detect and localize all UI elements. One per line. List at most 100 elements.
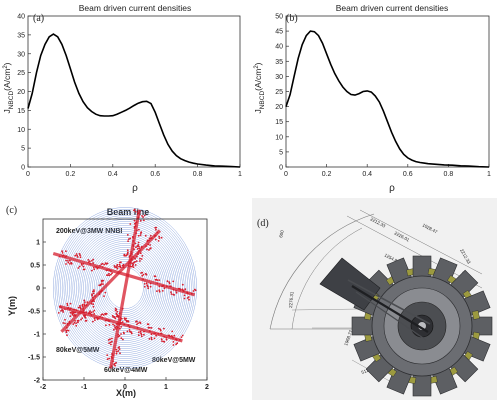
- chart-a-xlabel: ρ: [132, 183, 138, 194]
- chart-c-y-tick-label: -2: [34, 378, 40, 385]
- beam-deposition-point: [74, 314, 77, 317]
- chart-c-y-tick-label: -1: [34, 332, 40, 339]
- beam-deposition-point: [79, 256, 82, 259]
- beam-deposition-point: [107, 339, 110, 341]
- beam-deposition-point: [141, 274, 144, 277]
- beam-deposition-point: [148, 249, 150, 251]
- beam-deposition-point: [122, 338, 124, 341]
- beam-deposition-point: [138, 247, 141, 250]
- beam-deposition-point: [85, 319, 88, 322]
- beam-deposition-point: [149, 247, 152, 249]
- beam-deposition-point: [194, 289, 197, 292]
- beam-deposition-point: [94, 319, 96, 321]
- beam-deposition-point: [101, 280, 103, 283]
- beam-deposition-point: [57, 312, 60, 314]
- beam-deposition-point: [137, 322, 140, 324]
- beam-deposition-point: [91, 293, 93, 296]
- beam-deposition-point: [154, 238, 157, 241]
- beam-deposition-point: [123, 253, 126, 256]
- beam-deposition-point: [143, 283, 146, 285]
- beam-deposition-point: [62, 311, 65, 313]
- dimension-label: 2276.31: [288, 291, 294, 308]
- beam-deposition-point: [127, 251, 129, 254]
- beam-deposition-point: [161, 290, 164, 292]
- panel-a: Beam driven current densities (a) ρ JNBC…: [0, 0, 248, 200]
- beam-deposition-point: [108, 323, 111, 326]
- chart-b-x-tick-label: 0.6: [403, 171, 413, 178]
- beam-deposition-point: [83, 268, 86, 271]
- beam-deposition-point: [66, 302, 69, 305]
- flux-surface-contour: [54, 209, 196, 367]
- beam-deposition-point: [114, 307, 117, 310]
- beam-deposition-point: [141, 271, 144, 274]
- beam-deposition-point: [75, 322, 77, 324]
- chart-b-ylabel-j: J: [253, 109, 263, 113]
- beam-deposition-point: [175, 291, 178, 294]
- flux-surface-contour: [99, 259, 151, 317]
- chart-a-y-tick-label: 5: [21, 146, 25, 153]
- beam-deposition-point: [66, 334, 68, 337]
- beam-deposition-point: [102, 279, 105, 282]
- beam-deposition-point: [172, 344, 175, 346]
- beam-deposition-point: [137, 244, 140, 246]
- beam-deposition-point: [184, 288, 187, 291]
- beam-deposition-point: [163, 327, 165, 330]
- chart-c-x-tick-label: -1: [81, 384, 87, 391]
- cad-panel-label: (d): [257, 218, 269, 229]
- beam-deposition-point: [118, 346, 121, 348]
- beam-deposition-point: [66, 329, 68, 332]
- neutral-beam-injector: [319, 257, 431, 341]
- beam-deposition-point: [133, 219, 136, 222]
- beam-deposition-point: [93, 289, 95, 291]
- beam-deposition-point: [142, 273, 145, 276]
- beam-deposition-point: [106, 262, 109, 265]
- beam-deposition-point: [115, 312, 118, 315]
- beam-deposition-point: [65, 331, 68, 334]
- beam-deposition-point: [140, 258, 143, 260]
- beam-deposition-point: [83, 301, 86, 303]
- chart-b-ylabel-sup: 2: [254, 65, 260, 69]
- dimension-label: 1028.47: [422, 222, 439, 234]
- beam-deposition-point: [158, 235, 161, 238]
- beam-deposition-point: [60, 310, 62, 312]
- chart-b-series-line: [285, 30, 490, 168]
- beam-deposition-point: [131, 262, 134, 265]
- chart-a-ylabel-j: J: [2, 109, 12, 113]
- beam-deposition-point: [109, 338, 111, 341]
- beam-deposition-point: [120, 317, 123, 320]
- beam-deposition-point: [93, 290, 95, 293]
- chart-b-y-tick-label: 50: [275, 14, 283, 21]
- beam-deposition-point: [150, 327, 153, 329]
- beam-deposition-point: [143, 219, 145, 222]
- chart-a-svg: Beam driven current densities (a) ρ JNBC…: [2, 3, 242, 194]
- beam-deposition-point: [115, 361, 117, 364]
- beam-deposition-point: [158, 327, 160, 330]
- beam-deposition-point: [127, 238, 130, 240]
- chart-a-ylabel: JNBCD(A/cm2): [2, 62, 15, 113]
- beam-deposition-point: [134, 257, 137, 260]
- chart-a-y-tick-label: 25: [17, 70, 25, 77]
- chart-c-y-tick-label: 1: [36, 240, 40, 247]
- dimension-label: 1968.77: [343, 329, 353, 346]
- chart-b-ylabel-unit: (A/cm: [253, 69, 263, 91]
- beam-deposition-point: [120, 333, 122, 335]
- torus-contours: [53, 207, 197, 369]
- beam-deposition-point: [108, 357, 111, 360]
- flux-surface-contour: [72, 229, 178, 347]
- beam-deposition-point: [123, 323, 126, 326]
- beam-deposition-point: [140, 333, 143, 336]
- beam-deposition-point: [131, 264, 134, 267]
- beam-deposition-point: [64, 322, 66, 325]
- chart-c-y-tick-label: -0.5: [28, 309, 40, 316]
- beam-deposition-point: [121, 321, 124, 323]
- chart-b-y-tick-label: 20: [275, 104, 283, 111]
- chart-a-ylabel-unit: (A/cm: [2, 69, 12, 91]
- beam-deposition-point: [136, 248, 139, 250]
- chart-b-x-tick-label: 1: [487, 171, 491, 178]
- beam-deposition-point: [80, 318, 82, 321]
- beam-deposition-point: [140, 335, 143, 338]
- chart-c-ylabel: Y(m): [7, 296, 17, 316]
- beam-deposition-point: [67, 329, 70, 332]
- beam-deposition-point: [147, 287, 150, 290]
- beam-deposition-point: [119, 265, 121, 268]
